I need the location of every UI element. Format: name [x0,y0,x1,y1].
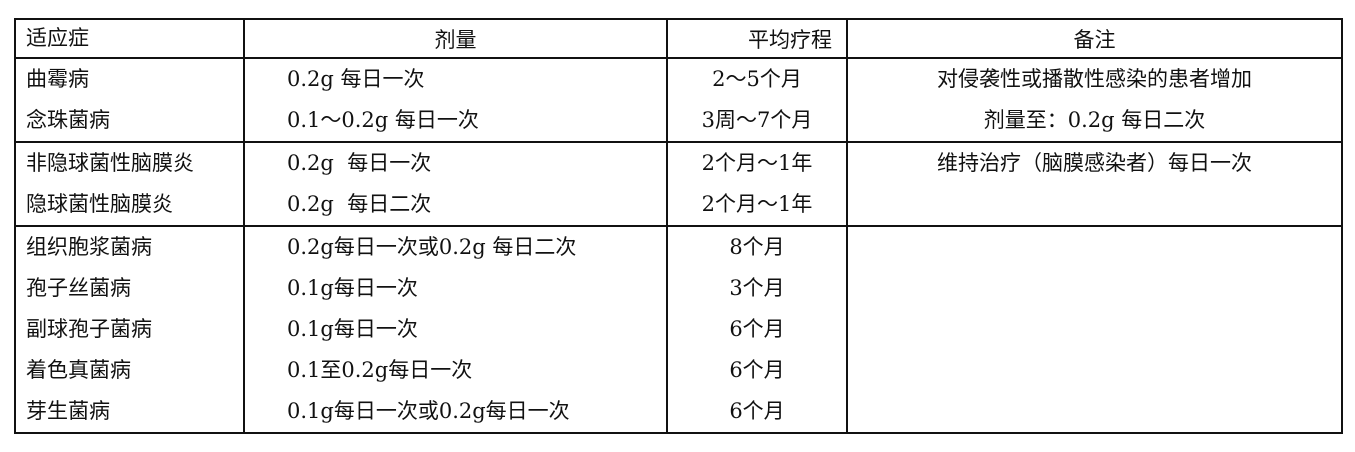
dose-cell: 0.2g 每日一次 0.1～0.2g 每日一次 [243,57,668,143]
dose: 0.2g 每日一次 [287,151,432,175]
indication-cell: 非隐球菌性脑膜炎 隐球菌性脑膜炎 [14,141,245,227]
note: 维持治疗（脑膜感染者）每日一次 [937,151,1252,175]
header-dose: 剂量 [243,18,668,59]
course: 3周～7个月 [701,108,813,132]
indication: 隐球菌性脑膜炎 [26,192,173,216]
course: 6个月 [729,399,785,423]
header-text: 适应症 [26,26,89,50]
dose-cell: 0.2g每日一次或0.2g 每日二次 0.1g每日一次 0.1g每日一次 0.1… [243,225,668,434]
indication: 副球孢子菌病 [26,317,152,341]
dose: 0.1g每日一次 [287,317,418,341]
course: 3个月 [729,276,785,300]
dose: 0.2g 每日二次 [287,192,432,216]
dose: 0.2g 每日一次 [287,67,425,91]
dosage-table: 适应症 剂量 平均疗程 备注 曲霉病 念珠菌病 0.2g 每日一次 0.1～0.… [14,18,1343,434]
header-row: 适应症 剂量 平均疗程 备注 [14,18,1343,59]
header-text: 平均疗程 [748,27,832,52]
group-row: 组织胞浆菌病 孢子丝菌病 副球孢子菌病 着色真菌病 芽生菌病 0.2g每日一次或… [14,225,1343,434]
indication: 着色真菌病 [26,358,131,382]
course-cell: 2个月～1年 2个月～1年 [666,141,848,227]
course: 6个月 [729,317,785,341]
course: 2～5个月 [712,67,802,91]
course: 8个月 [729,235,785,259]
indication: 非隐球菌性脑膜炎 [26,151,194,175]
header-indication: 适应症 [14,18,245,59]
indication: 组织胞浆菌病 [26,235,152,259]
dose: 0.1g每日一次或0.2g每日一次 [287,399,570,423]
group-row: 曲霉病 念珠菌病 0.2g 每日一次 0.1～0.2g 每日一次 2～5个月 3… [14,57,1343,143]
group-row: 非隐球菌性脑膜炎 隐球菌性脑膜炎 0.2g 每日一次 0.2g 每日二次 2个月… [14,141,1343,227]
course: 2个月～1年 [701,151,813,175]
dose: 0.1～0.2g 每日一次 [287,108,479,132]
header-text: 剂量 [434,27,477,52]
header-notes: 备注 [846,18,1343,59]
indication-cell: 组织胞浆菌病 孢子丝菌病 副球孢子菌病 着色真菌病 芽生菌病 [14,225,245,434]
course: 6个月 [729,358,785,382]
course-cell: 2～5个月 3周～7个月 [666,57,848,143]
note: 对侵袭性或播散性感染的患者增加 [937,67,1252,91]
course-cell: 8个月 3个月 6个月 6个月 6个月 [666,225,848,434]
indication: 芽生菌病 [26,399,110,423]
dose: 0.1g每日一次 [287,276,418,300]
notes-cell: 对侵袭性或播散性感染的患者增加 剂量至：0.2g 每日二次 [846,57,1343,143]
indication: 念珠菌病 [26,108,110,132]
dose: 0.2g每日一次或0.2g 每日二次 [287,235,577,259]
dose-cell: 0.2g 每日一次 0.2g 每日二次 [243,141,668,227]
header-course: 平均疗程 [666,18,848,59]
course: 2个月～1年 [701,192,813,216]
notes-cell [846,225,1343,434]
header-text: 备注 [1073,27,1116,52]
indication-cell: 曲霉病 念珠菌病 [14,57,245,143]
indication: 曲霉病 [26,67,89,91]
dose: 0.1至0.2g每日一次 [287,358,473,382]
notes-cell: 维持治疗（脑膜感染者）每日一次 [846,141,1343,227]
indication: 孢子丝菌病 [26,276,131,300]
note: 剂量至：0.2g 每日二次 [983,108,1206,132]
